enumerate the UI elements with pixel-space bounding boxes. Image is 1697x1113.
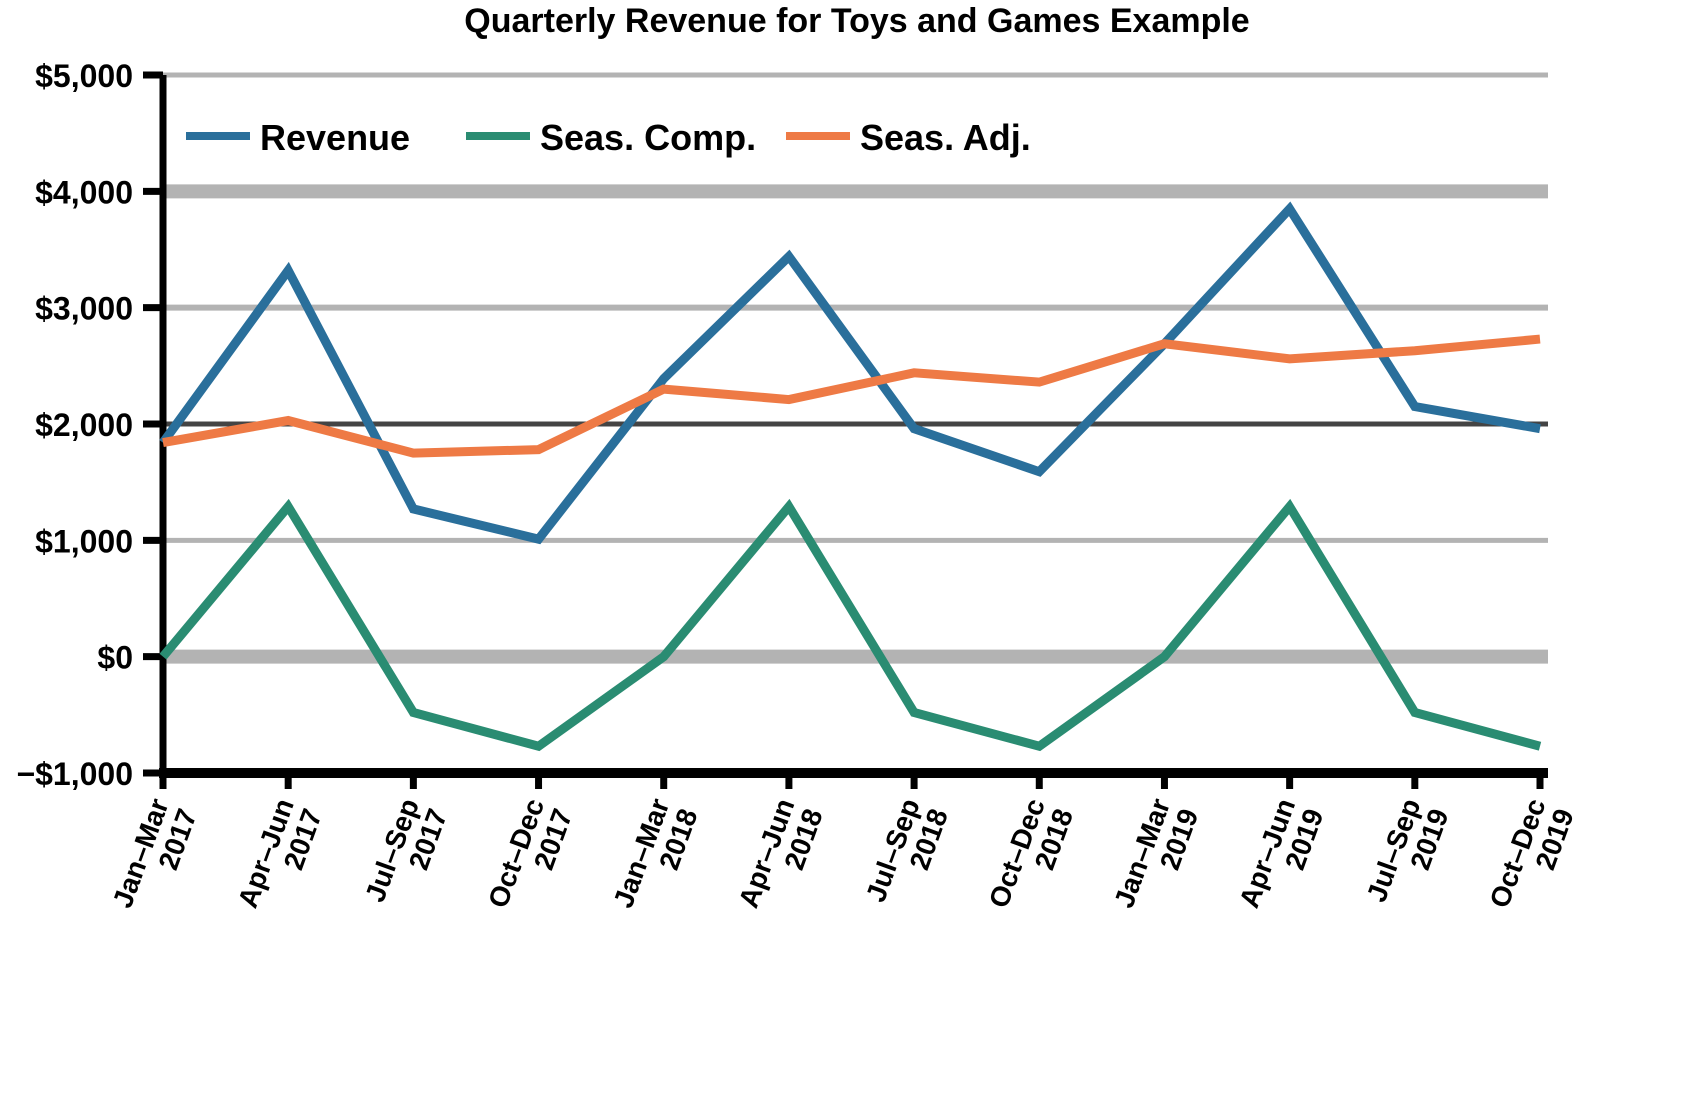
legend: Revenue Seas. Comp. Seas. Adj. bbox=[186, 117, 1031, 158]
x-tick-label: Apr–Jun2018 bbox=[733, 794, 829, 922]
svg-text:Jul–Sep2017: Jul–Sep2017 bbox=[359, 794, 453, 916]
y-tick-label: $3,000 bbox=[35, 291, 133, 327]
x-tick-label: Oct–Dec2018 bbox=[983, 794, 1079, 922]
y-tick-label: −$1,000 bbox=[16, 756, 133, 792]
x-tick-label: Jan–Mar2017 bbox=[107, 794, 203, 922]
chart-title: Quarterly Revenue for Toys and Games Exa… bbox=[464, 2, 1249, 40]
svg-text:Apr–Jun2018: Apr–Jun2018 bbox=[733, 794, 829, 922]
svg-text:Jan–Mar2018: Jan–Mar2018 bbox=[607, 794, 703, 922]
svg-text:Jan–Mar2019: Jan–Mar2019 bbox=[1108, 794, 1204, 922]
series-line-seas-adj bbox=[162, 334, 1541, 458]
svg-text:Jan–Mar2017: Jan–Mar2017 bbox=[107, 794, 203, 922]
legend-label-seas-adj: Seas. Adj. bbox=[860, 117, 1031, 158]
y-tick-label: $2,000 bbox=[35, 407, 133, 443]
svg-text:Jul–Sep2018: Jul–Sep2018 bbox=[860, 794, 954, 916]
x-axis: Jan–Mar2017 Apr–Jun2017 Jul–Sep2017 Oct–Dec… bbox=[107, 768, 1580, 922]
legend-label-revenue: Revenue bbox=[260, 117, 410, 158]
x-tick-label: Jan–Mar2019 bbox=[1108, 794, 1204, 922]
y-tick-label: $0 bbox=[97, 640, 133, 676]
x-tick-label: Jan–Mar2018 bbox=[607, 794, 703, 922]
svg-text:Oct–Dec2018: Oct–Dec2018 bbox=[983, 794, 1079, 922]
gridlines bbox=[163, 72, 1548, 664]
legend-label-seas-comp: Seas. Comp. bbox=[540, 117, 756, 158]
x-tick-label: Jul–Sep2019 bbox=[1361, 794, 1455, 916]
x-tick-label: Jul–Sep2017 bbox=[359, 794, 453, 916]
svg-text:Apr–Jun2017: Apr–Jun2017 bbox=[232, 794, 328, 922]
y-tick-label: $4,000 bbox=[35, 174, 133, 210]
svg-text:Oct–Dec2019: Oct–Dec2019 bbox=[1484, 794, 1580, 922]
y-tick-label: $1,000 bbox=[35, 523, 133, 559]
data-series bbox=[159, 201, 1542, 752]
x-tick-label: Apr–Jun2017 bbox=[232, 794, 328, 922]
x-tick-label: Oct–Dec2017 bbox=[482, 794, 578, 922]
y-tick-label: $5,000 bbox=[35, 58, 133, 94]
svg-text:Apr–Jun2019: Apr–Jun2019 bbox=[1233, 794, 1329, 922]
x-tick-label: Oct–Dec2019 bbox=[1484, 794, 1580, 922]
x-tick-label: Apr–Jun2019 bbox=[1233, 794, 1329, 922]
x-tick-label: Jul–Sep2018 bbox=[860, 794, 954, 916]
y-axis: −$1,000 $0 $1,000 $2,000 $3,000 $4,000 $5,000 bbox=[16, 58, 167, 792]
series-line-revenue bbox=[159, 201, 1541, 545]
series-line-seas-comp bbox=[159, 498, 1542, 752]
svg-text:Jul–Sep2019: Jul–Sep2019 bbox=[1361, 794, 1455, 916]
svg-text:Oct–Dec2017: Oct–Dec2017 bbox=[482, 794, 578, 922]
